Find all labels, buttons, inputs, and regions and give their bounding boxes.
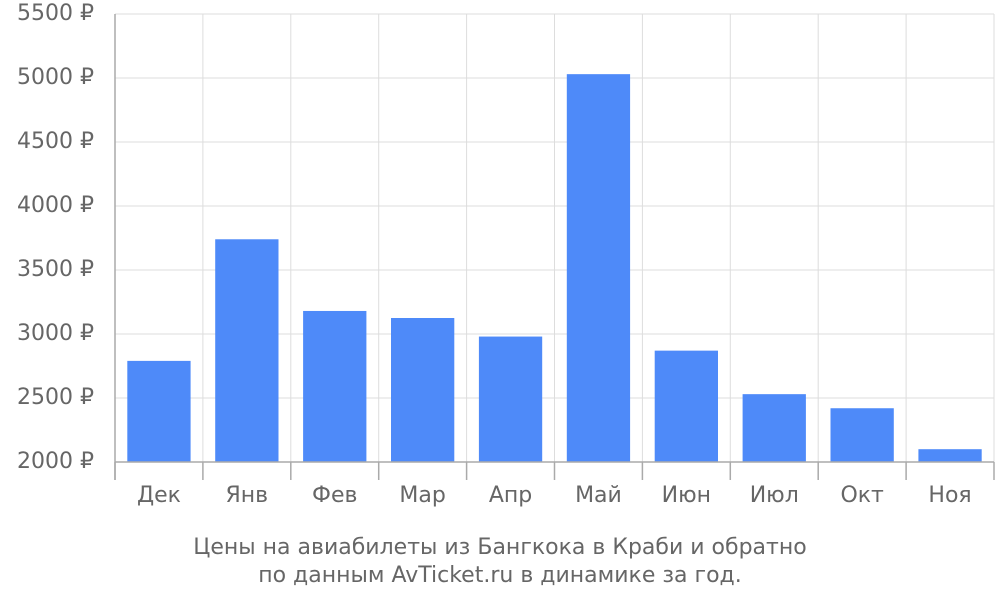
x-tick-label: Окт	[840, 483, 884, 508]
bar	[303, 310, 367, 462]
x-tick-label: Июл	[750, 483, 799, 508]
y-tick-label: 4500 ₽	[17, 129, 94, 154]
bar	[654, 350, 718, 462]
y-tick-label: 5500 ₽	[17, 1, 94, 26]
y-tick-label: 5000 ₽	[17, 65, 94, 90]
chart-subtitle: по данным AvTicket.ru в динамике за год.	[258, 563, 742, 588]
chart-title: Цены на авиабилеты из Бангкока в Краби и…	[193, 535, 806, 560]
x-tick-label: Мар	[399, 483, 445, 508]
y-tick-label: 2000 ₽	[17, 449, 94, 474]
y-tick-label: 2500 ₽	[17, 385, 94, 410]
bar	[215, 239, 279, 462]
y-tick-label: 3000 ₽	[17, 321, 94, 346]
x-tick-label: Май	[575, 483, 622, 508]
bar	[127, 360, 191, 462]
bar	[478, 336, 543, 462]
bar	[830, 408, 894, 462]
y-tick-label: 4000 ₽	[17, 193, 94, 218]
bar	[566, 74, 631, 462]
x-tick-label: Дек	[137, 483, 181, 508]
x-tick-label: Фев	[312, 483, 357, 508]
bar	[742, 394, 806, 462]
x-tick-label: Июн	[662, 483, 711, 508]
x-tick-label: Ноя	[928, 483, 971, 508]
x-tick-label: Янв	[226, 483, 269, 508]
y-tick-label: 3500 ₽	[17, 257, 94, 282]
bar	[918, 449, 982, 462]
bar	[391, 318, 455, 462]
x-tick-label: Апр	[489, 483, 532, 508]
